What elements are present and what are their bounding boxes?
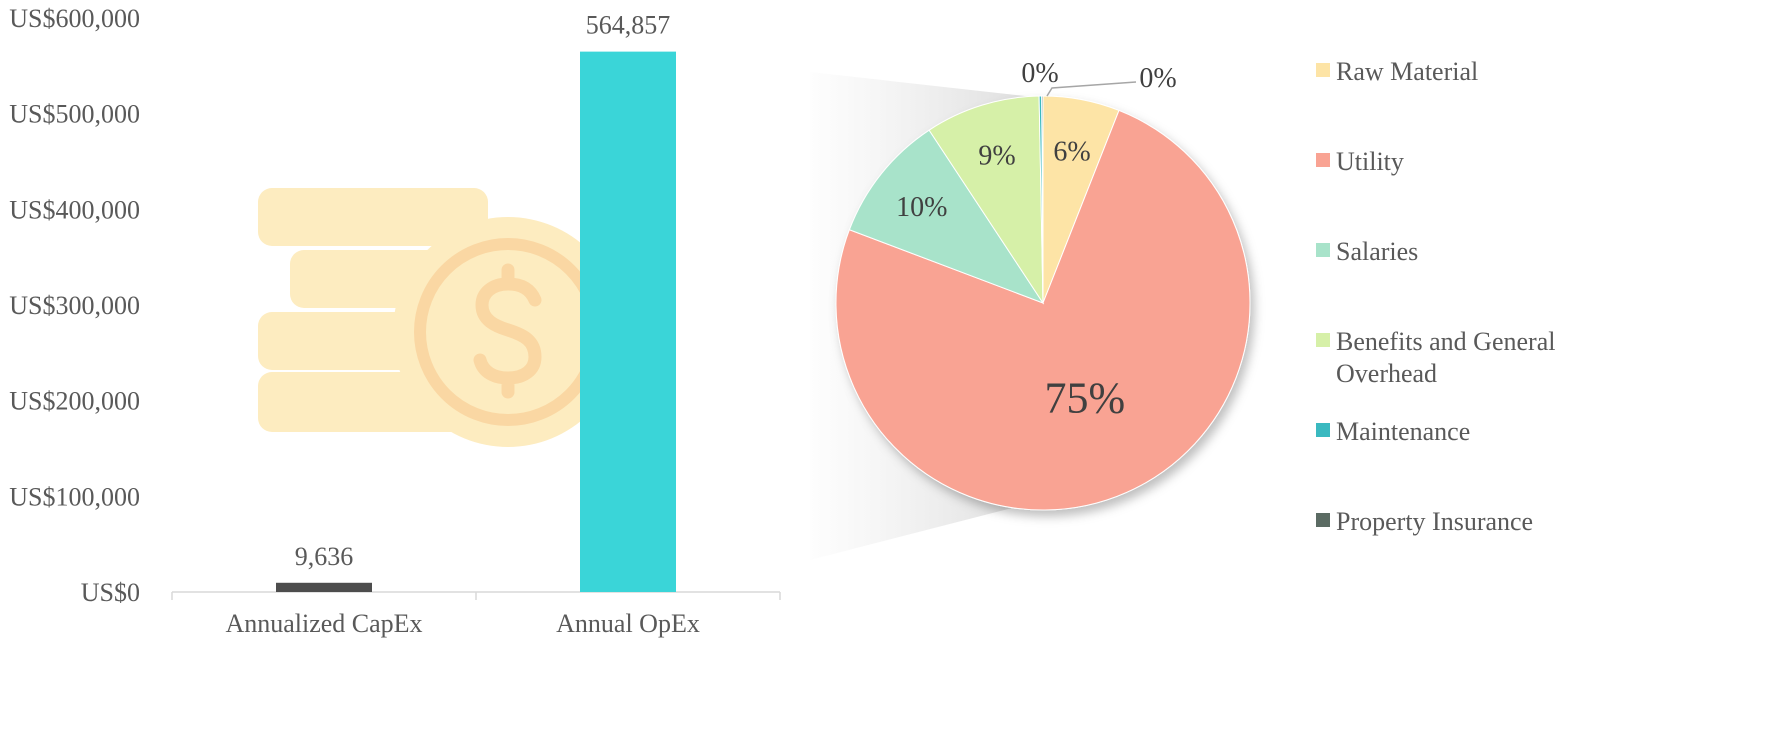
bar-value-label: 9,636 — [295, 542, 354, 571]
pie-data-labels: 6% 75% 10% 9% 0% 0% — [896, 58, 1177, 423]
bar-chart: US$0 US$100,000 US$200,000 US$300,000 US$400… — [9, 4, 781, 638]
x-category-label: Annualized CapEx — [225, 609, 422, 638]
legend-label: Property Insurance — [1336, 507, 1533, 536]
pie-legend: Raw Material Utility Salaries Benefits and … — [1316, 57, 1555, 536]
pie-chart: 6% 75% 10% 9% 0% 0% — [835, 58, 1251, 511]
legend-swatch — [1316, 423, 1330, 437]
legend-swatch — [1316, 243, 1330, 257]
legend-swatch — [1316, 333, 1330, 347]
y-tick-label: US$0 — [81, 578, 140, 607]
legend-swatch — [1316, 153, 1330, 167]
bar-data-labels: 9,636 564,857 — [295, 11, 671, 571]
bar-annualized-capex — [276, 582, 372, 592]
pie-percent-label: 10% — [896, 192, 947, 223]
pie-percent-label-outside: 0% — [1021, 58, 1058, 89]
pie-percent-label: 6% — [1053, 136, 1090, 167]
x-axis-category-separators — [171, 592, 781, 600]
pie-slice-property-insurance — [1041, 95, 1044, 304]
pie-leader-line — [1046, 81, 1137, 97]
dollar-sign-icon — [473, 263, 542, 399]
pie-slice-benefits-and-general-overhead — [928, 95, 1044, 305]
legend-label: Raw Material — [1336, 57, 1478, 86]
legend-label: Salaries — [1336, 237, 1418, 266]
y-tick-label: US$600,000 — [9, 4, 140, 33]
pie-percent-label: 9% — [978, 141, 1015, 172]
coin-stack-dollar-icon — [258, 188, 623, 447]
bars — [276, 51, 676, 593]
pie-percent-label-outside: 0% — [1139, 63, 1176, 94]
y-tick-label: US$300,000 — [9, 291, 140, 320]
x-category-label: Annual OpEx — [556, 609, 700, 638]
legend-label: Maintenance — [1336, 417, 1470, 446]
coin-layer — [258, 188, 488, 246]
pie-slices — [835, 95, 1251, 511]
y-tick-label: US$500,000 — [9, 100, 140, 129]
legend-label: Benefits and General Overhead — [1336, 327, 1555, 388]
y-tick-label: US$200,000 — [9, 387, 140, 416]
pie-slice-utility — [835, 109, 1251, 511]
y-axis-ticks: US$0 US$100,000 US$200,000 US$300,000 US$400… — [9, 4, 140, 607]
legend-swatch — [1316, 513, 1330, 527]
y-tick-label: US$400,000 — [9, 195, 140, 224]
bar-value-label: 564,857 — [586, 11, 671, 40]
bar-annual-opex — [580, 51, 676, 593]
legend-swatch — [1316, 63, 1330, 77]
x-axis-category-labels: Annualized CapEx Annual OpEx — [225, 609, 699, 638]
legend-label: Utility — [1336, 147, 1404, 176]
y-tick-label: US$100,000 — [9, 482, 140, 511]
pie-percent-label: 75% — [1045, 374, 1126, 423]
pie-slice-salaries — [848, 129, 1045, 305]
